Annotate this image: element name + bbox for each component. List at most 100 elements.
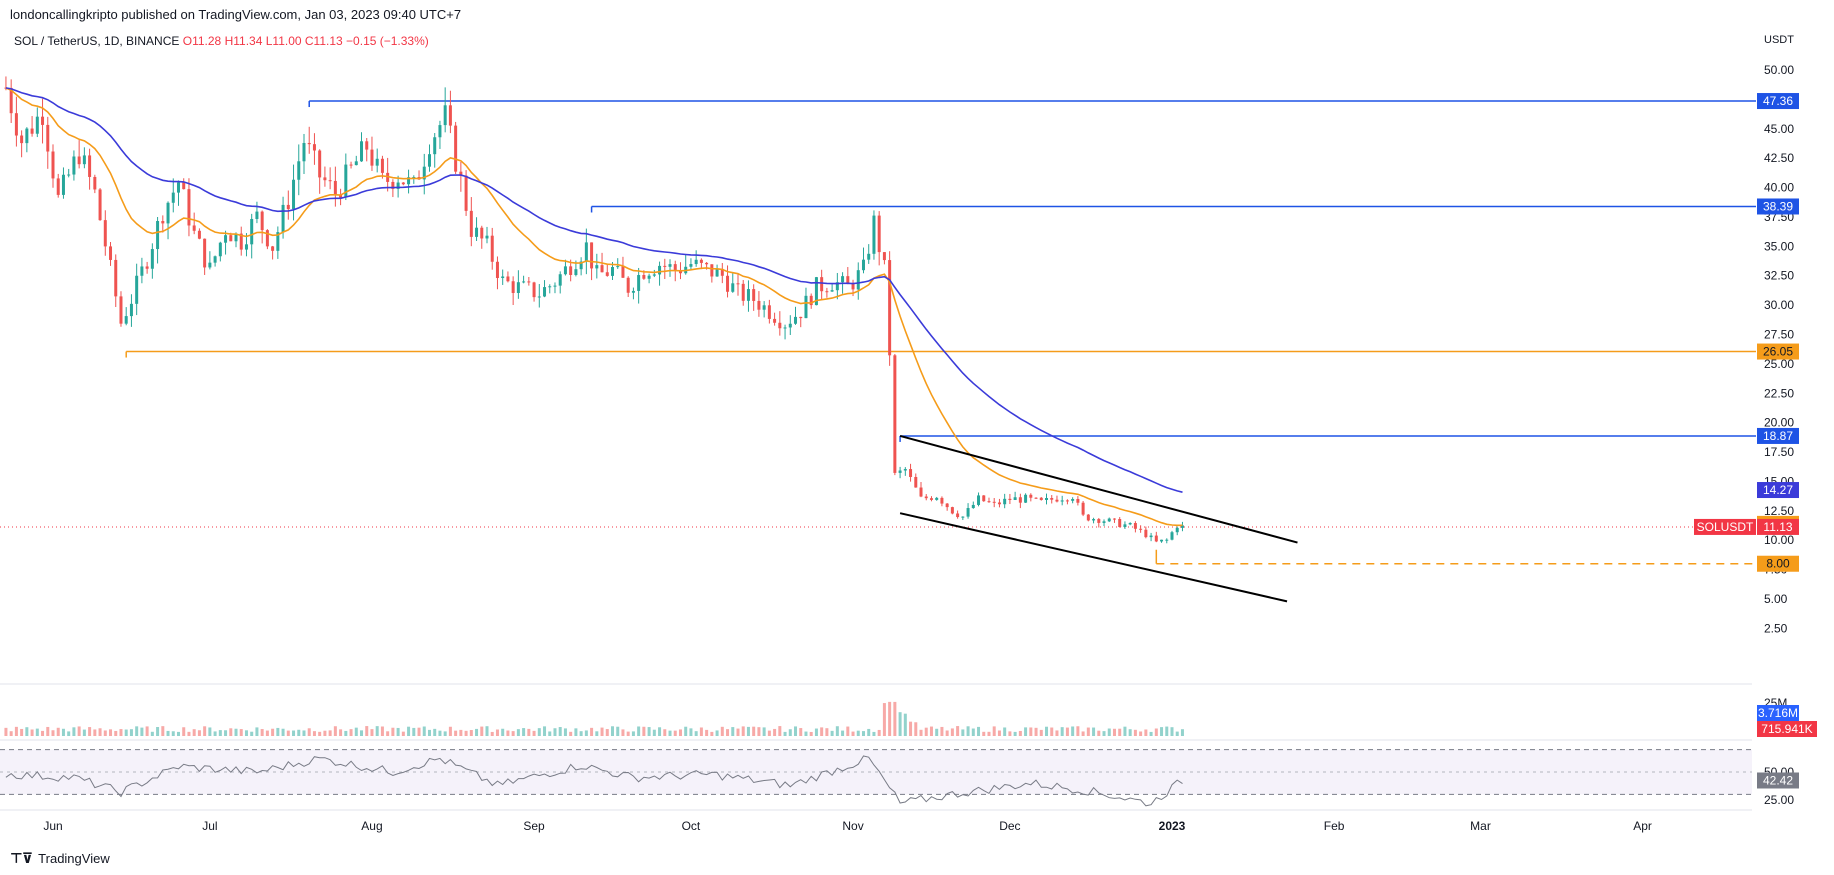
time-tick-label: Oct bbox=[682, 819, 701, 833]
volume-bar bbox=[354, 727, 358, 736]
candle-body bbox=[1154, 535, 1158, 542]
candle-body bbox=[1092, 519, 1096, 521]
volume-bar bbox=[1154, 728, 1158, 736]
candle-body bbox=[579, 261, 583, 270]
volume-bar bbox=[1170, 727, 1174, 736]
volume-bar bbox=[82, 729, 86, 736]
volume-bar bbox=[929, 726, 933, 736]
candle-body bbox=[1180, 525, 1184, 528]
candle-body bbox=[1123, 524, 1127, 528]
ohlc-open: O11.28 bbox=[182, 34, 222, 48]
candle-body bbox=[1107, 518, 1111, 522]
volume-bar bbox=[522, 728, 526, 736]
volume-bar bbox=[119, 729, 123, 736]
volume-bar bbox=[532, 730, 536, 736]
price-tick-label: 30.00 bbox=[1764, 298, 1794, 312]
candle-body bbox=[396, 182, 400, 189]
volume-bar bbox=[318, 731, 322, 736]
candle-body bbox=[276, 232, 280, 251]
volume-bar bbox=[370, 729, 374, 736]
tradingview-logo-icon[interactable]: ⊤⊽ bbox=[10, 850, 33, 866]
channel-lines bbox=[899, 434, 1298, 603]
price-level-tag bbox=[1757, 555, 1799, 572]
volume-bar bbox=[255, 727, 259, 736]
candle-body bbox=[129, 303, 133, 317]
candle-body bbox=[41, 116, 45, 125]
candle-body bbox=[1018, 497, 1022, 503]
candle-body bbox=[213, 256, 217, 263]
candle-body bbox=[893, 355, 897, 473]
candle-body bbox=[187, 189, 191, 226]
candle-body bbox=[699, 259, 703, 263]
volume-bar bbox=[292, 730, 296, 736]
price-tick-label: 17.50 bbox=[1764, 445, 1794, 459]
volume-bar bbox=[977, 726, 981, 736]
candle-body bbox=[626, 277, 630, 293]
volume-bar bbox=[1144, 729, 1148, 736]
price-tick-label: 20.00 bbox=[1764, 416, 1794, 430]
volume-bar bbox=[1045, 726, 1049, 736]
candle-body bbox=[312, 144, 316, 151]
volume-bar bbox=[621, 729, 625, 736]
candle-body bbox=[407, 177, 411, 185]
volume-bar bbox=[1160, 727, 1164, 736]
candle-body bbox=[318, 150, 322, 178]
candle-body bbox=[1149, 535, 1153, 538]
candle-body bbox=[427, 154, 431, 167]
candle-body bbox=[940, 497, 944, 504]
candle-body bbox=[229, 235, 233, 242]
candle-body bbox=[323, 177, 327, 181]
volume-bar bbox=[1034, 727, 1038, 736]
volume-bar bbox=[401, 731, 405, 736]
volume-bar bbox=[41, 730, 45, 736]
candle-body bbox=[694, 259, 698, 265]
candle-body bbox=[1034, 497, 1038, 499]
candle-body bbox=[20, 135, 24, 144]
candle-body bbox=[292, 179, 296, 210]
rsi-tag-label: 42.42 bbox=[1763, 773, 1793, 787]
candle-body bbox=[1008, 498, 1012, 500]
candle-body bbox=[856, 270, 860, 290]
candle-body bbox=[762, 305, 766, 310]
candle-body bbox=[360, 141, 364, 162]
volume-bar bbox=[783, 731, 787, 736]
volume-bar bbox=[720, 726, 724, 736]
candle-body bbox=[244, 244, 248, 250]
time-tick-label: Nov bbox=[842, 819, 863, 833]
candle-body bbox=[516, 282, 520, 293]
volume-bar bbox=[715, 730, 719, 736]
price-level-tag-label: 8.00 bbox=[1766, 557, 1790, 571]
volume-bar bbox=[835, 726, 839, 736]
volume-bar bbox=[161, 726, 165, 736]
volume-bar bbox=[652, 729, 656, 736]
candle-body bbox=[103, 220, 107, 247]
candle-body bbox=[841, 276, 845, 283]
candle-body bbox=[459, 171, 463, 176]
volume-bar bbox=[469, 730, 473, 736]
volume-bar bbox=[396, 727, 400, 736]
candle-body bbox=[929, 498, 933, 500]
price-tick-label: 32.50 bbox=[1764, 269, 1794, 283]
candle-body bbox=[956, 513, 960, 518]
candle-body bbox=[98, 189, 102, 221]
candle-body bbox=[433, 137, 437, 155]
volume-bar bbox=[35, 728, 39, 736]
symbol-name[interactable]: SOL / TetherUS, 1D, BINANCE bbox=[14, 34, 180, 48]
volume-bar bbox=[872, 731, 876, 736]
candle-body bbox=[1128, 523, 1132, 525]
volume-bar bbox=[485, 726, 489, 736]
candle-body bbox=[370, 149, 374, 166]
volume-bar bbox=[244, 730, 248, 736]
candle-body bbox=[532, 282, 536, 298]
volume-bar bbox=[407, 726, 411, 736]
volume-bar bbox=[224, 730, 228, 736]
price-level-tag bbox=[1757, 93, 1799, 110]
volume-bar bbox=[569, 731, 573, 736]
candle-body bbox=[820, 277, 824, 292]
price-level-tag-label: 18.87 bbox=[1763, 429, 1793, 443]
candle-body bbox=[333, 180, 337, 195]
candle-body bbox=[997, 502, 1001, 505]
candle-body bbox=[731, 283, 735, 292]
volume-bar bbox=[20, 728, 24, 736]
